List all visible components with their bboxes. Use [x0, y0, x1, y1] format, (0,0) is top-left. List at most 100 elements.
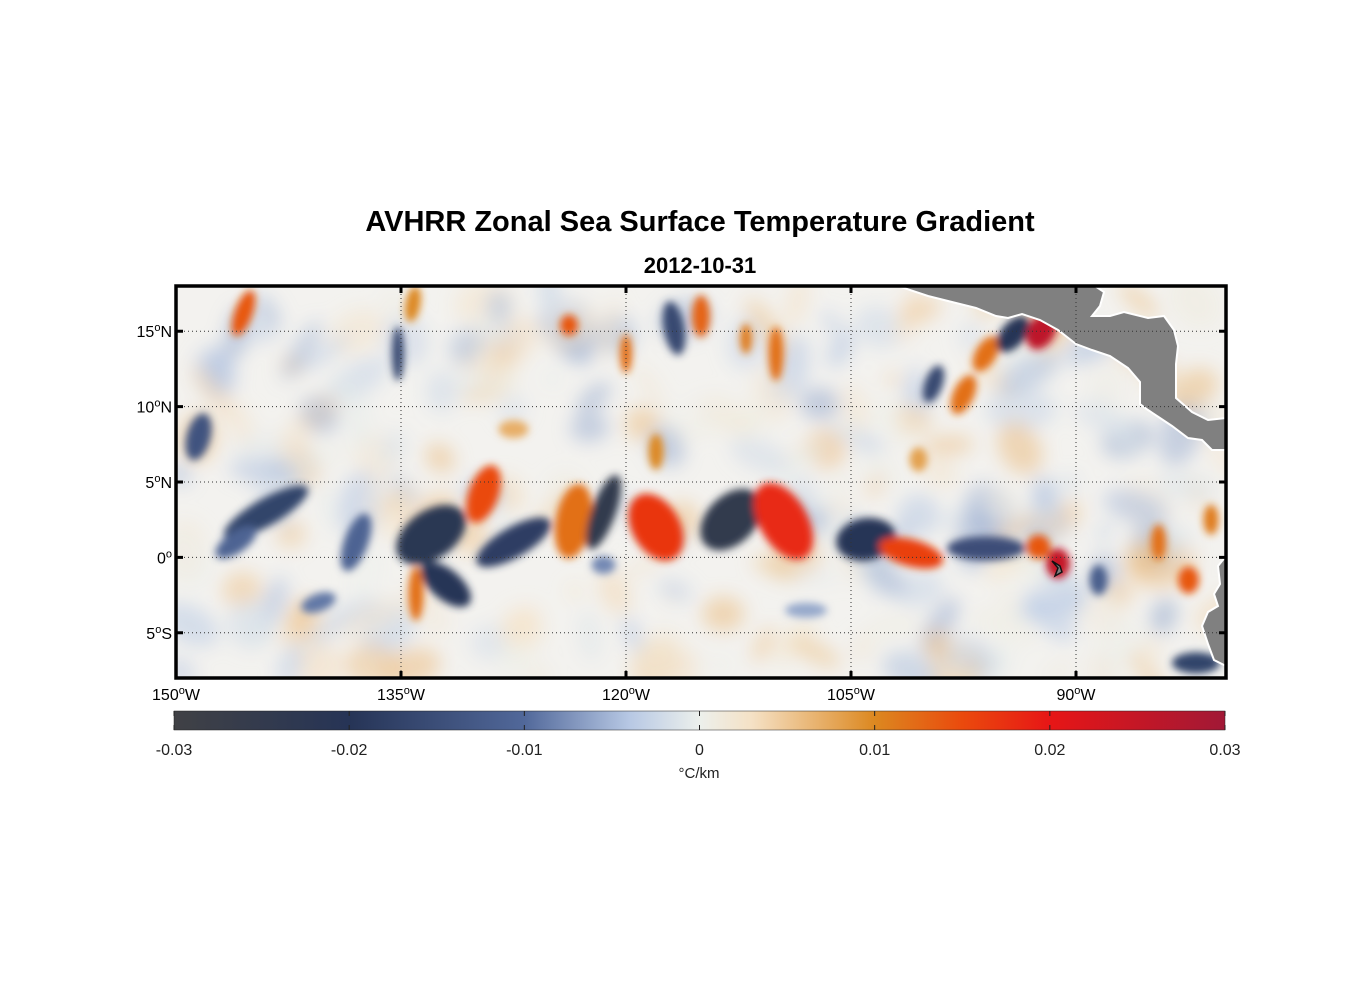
- warm-gradient-feature: [466, 465, 501, 523]
- cold-gradient-feature: [662, 301, 686, 355]
- colorbar-tick-label: 0.02: [1034, 742, 1065, 759]
- cold-gradient-feature: [947, 536, 1025, 561]
- lon-tick-label: 150oW: [152, 685, 201, 704]
- texture-blob: [890, 404, 933, 433]
- lat-tick-label: 5oS: [146, 624, 172, 643]
- texture-blob: [1103, 489, 1169, 525]
- colorbar-tick-label: -0.03: [156, 742, 193, 759]
- texture-blob: [902, 296, 942, 324]
- cold-gradient-feature: [585, 475, 622, 550]
- lon-tick-label: 90oW: [1056, 685, 1096, 704]
- texture-blob: [1133, 636, 1161, 677]
- texture-blob: [989, 632, 1015, 678]
- cold-gradient-feature: [700, 489, 762, 551]
- texture-blob: [989, 513, 1042, 543]
- texture-blob: [865, 616, 919, 638]
- texture-blob: [381, 291, 410, 323]
- texture-blob: [1118, 286, 1159, 317]
- cold-gradient-feature: [591, 555, 616, 574]
- gridlines: [176, 286, 1226, 678]
- texture-blob: [799, 387, 841, 420]
- map-title: AVHRR Zonal Sea Surface Temperature Grad…: [365, 206, 1035, 238]
- cold-gradient-feature: [996, 316, 1030, 353]
- colorbar-ticks: [173, 711, 1226, 730]
- texture-blob: [366, 456, 386, 520]
- warm-gradient-feature: [648, 433, 664, 470]
- warm-gradient-feature: [950, 374, 977, 415]
- cold-gradient-feature: [922, 365, 945, 403]
- texture-blob: [848, 633, 877, 663]
- colorbar-tick-label: -0.02: [331, 742, 368, 759]
- texture-blob: [337, 598, 404, 640]
- texture-blob: [1158, 525, 1193, 557]
- texture-blob: [885, 373, 902, 386]
- texture-blob: [469, 315, 507, 340]
- cold-gradient-feature: [421, 562, 471, 607]
- texture-blob: [498, 644, 532, 677]
- gradient-features: [185, 286, 1220, 674]
- texture-blob: [498, 396, 528, 423]
- texture-blob: [854, 306, 903, 348]
- lon-tick-label: 120oW: [602, 685, 651, 704]
- lat-tick-label: 0o: [157, 548, 172, 567]
- texture-blob: [712, 656, 729, 674]
- colorbar-tick-label: -0.01: [506, 742, 543, 759]
- central-america-land: [897, 286, 1226, 451]
- cold-gradient-feature: [785, 602, 827, 618]
- texture-blob: [282, 321, 322, 381]
- texture-blob: [1150, 597, 1178, 635]
- texture-blob: [597, 570, 632, 615]
- texture-blob: [743, 400, 771, 432]
- texture-blob: [245, 612, 275, 649]
- texture-blob: [827, 498, 854, 516]
- texture-blob: [578, 610, 602, 662]
- warm-gradient-feature: [753, 482, 814, 560]
- texture-blob: [752, 556, 798, 581]
- texture-blob: [599, 298, 620, 360]
- texture-blob: [997, 421, 1043, 475]
- map-subtitle: 2012-10-31: [643, 253, 757, 278]
- warm-gradient-feature: [620, 334, 632, 374]
- cold-gradient-feature: [185, 413, 212, 461]
- texture-blob: [477, 355, 519, 398]
- texture-blob: [1065, 473, 1079, 495]
- texture-blob: [329, 374, 360, 404]
- texture-blob: [882, 650, 939, 678]
- texture-blob: [1080, 590, 1127, 637]
- texture-blob: [824, 473, 854, 496]
- cold-gradient-feature: [1172, 652, 1220, 674]
- texture-blob: [251, 293, 282, 330]
- texture-blob: [449, 328, 482, 365]
- cold-gradient-feature: [215, 526, 257, 559]
- texture-blob: [751, 626, 776, 663]
- lon-tick-label: 105oW: [827, 685, 876, 704]
- texture-blob: [1025, 587, 1076, 642]
- texture-blob: [789, 635, 841, 669]
- warm-gradient-feature: [1151, 524, 1166, 561]
- texture-blob: [176, 463, 192, 485]
- texture-blob: [621, 616, 644, 653]
- texture-blob: [176, 526, 213, 588]
- warm-gradient-feature: [768, 326, 784, 381]
- texture-blob: [525, 663, 551, 678]
- map-frame: [174, 284, 1228, 680]
- texture-blob: [176, 602, 219, 647]
- lat-tick-label: 10oN: [137, 398, 172, 417]
- south-america-land: [1200, 554, 1226, 668]
- texture-blob: [576, 382, 611, 416]
- texture-blob: [302, 335, 350, 371]
- texture-blob: [826, 330, 855, 368]
- texture-blob: [730, 437, 790, 474]
- texture-blob: [895, 571, 944, 608]
- texture-blob: [985, 388, 1057, 430]
- cold-gradient-feature: [340, 513, 372, 571]
- warm-gradient-feature: [554, 483, 593, 559]
- warm-gradient-feature: [972, 336, 1000, 372]
- texture-blob: [309, 626, 327, 649]
- texture-blob: [958, 322, 983, 352]
- texture-blob: [624, 406, 660, 441]
- texture-blob: [1170, 286, 1221, 329]
- texture-blob: [300, 395, 340, 435]
- texture-blob: [377, 430, 408, 465]
